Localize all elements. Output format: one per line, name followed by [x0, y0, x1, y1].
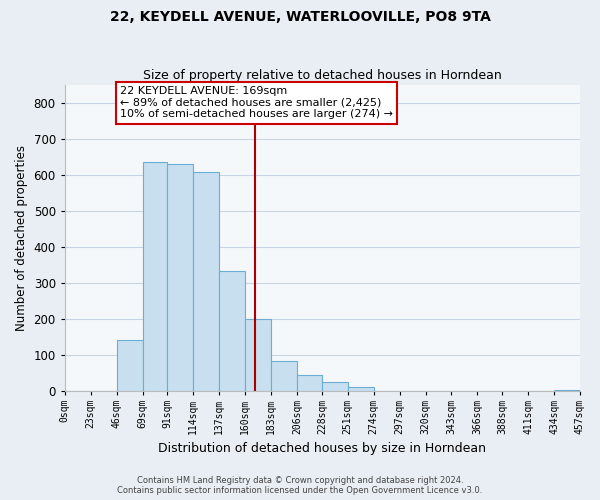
Text: 22, KEYDELL AVENUE, WATERLOOVILLE, PO8 9TA: 22, KEYDELL AVENUE, WATERLOOVILLE, PO8 9… [110, 10, 490, 24]
Bar [554, 390, 580, 392]
Bar [219, 271, 245, 392]
Bar [116, 340, 143, 392]
Bar [167, 164, 193, 392]
Bar [322, 382, 348, 392]
X-axis label: Distribution of detached houses by size in Horndean: Distribution of detached houses by size … [158, 442, 487, 455]
Text: Contains HM Land Registry data © Crown copyright and database right 2024.
Contai: Contains HM Land Registry data © Crown c… [118, 476, 482, 495]
Bar [143, 162, 167, 392]
Bar [271, 361, 297, 392]
Title: Size of property relative to detached houses in Horndean: Size of property relative to detached ho… [143, 69, 502, 82]
Bar [348, 387, 374, 392]
Y-axis label: Number of detached properties: Number of detached properties [15, 145, 28, 331]
Bar [245, 320, 271, 392]
Text: 22 KEYDELL AVENUE: 169sqm
← 89% of detached houses are smaller (2,425)
10% of se: 22 KEYDELL AVENUE: 169sqm ← 89% of detac… [120, 86, 393, 119]
Bar [297, 375, 322, 392]
Bar [193, 172, 219, 392]
Bar [65, 391, 91, 392]
